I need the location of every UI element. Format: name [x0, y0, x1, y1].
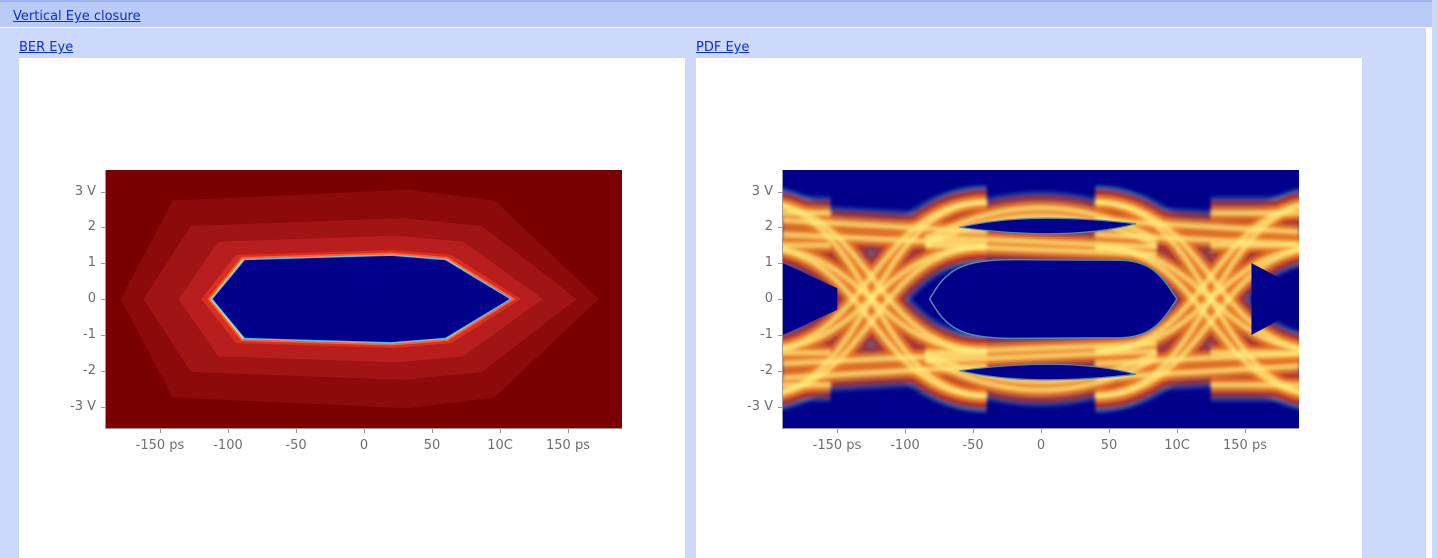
x-tick-label: -50	[962, 438, 984, 453]
pdf-trajectory-high	[925, 242, 1157, 257]
y-tick	[778, 227, 782, 228]
y-tick-label: -2	[760, 363, 773, 378]
y-tick-label: -3 V	[747, 399, 773, 414]
pdf-trajectory-high	[783, 199, 987, 351]
y-tick	[101, 192, 105, 193]
x-tick-label: 10C	[487, 438, 513, 453]
x-tick-label: -50	[285, 438, 307, 453]
pdf-eye-link[interactable]: PDF Eye	[696, 40, 750, 55]
x-tick	[1245, 428, 1246, 433]
x-tick-label: -100	[890, 438, 920, 453]
ber-eye-chart: 3 V 2 1 0 -1 -2 -3 V -150 ps -100 -50 0 50 10C 150 ps	[19, 58, 685, 558]
pdf-trajectory-high	[1095, 232, 1299, 247]
y-tick	[101, 299, 105, 300]
pdf-eye-opening	[928, 258, 1178, 340]
pdf-trajectory-high	[783, 217, 987, 235]
y-tick-label: 2	[764, 219, 773, 234]
pdf-trajectory-high	[1095, 351, 1299, 366]
x-tick-label: 0	[359, 438, 369, 453]
vertical-eye-closure-link[interactable]: Vertical Eye closure	[13, 9, 141, 24]
pdf-trajectory-high	[1095, 217, 1299, 235]
right-separator	[1426, 28, 1432, 558]
y-tick-label: 3 V	[751, 184, 773, 199]
y-tick-label: 1	[764, 255, 773, 270]
y-tick	[778, 407, 782, 408]
x-tick	[160, 428, 161, 433]
x-tick	[905, 428, 906, 433]
pdf-eye-panel: 3 V 2 1 0 -1 -2 -3 V -150 ps -100 -50 0 50 10C 150 ps	[696, 58, 1362, 558]
x-tick-label: 0	[1036, 438, 1046, 453]
y-tick-label: 0	[87, 291, 96, 306]
ber-eye-svg	[106, 170, 622, 428]
x-tick	[1177, 428, 1178, 433]
pdf-trajectory-high	[783, 232, 987, 247]
y-tick-label: -3 V	[70, 399, 96, 414]
x-tick-label: 50	[423, 438, 441, 453]
y-tick	[778, 192, 782, 193]
x-tick-label: 10C	[1164, 438, 1190, 453]
x-tick	[364, 428, 365, 433]
pdf-lower-opening	[959, 363, 1137, 381]
pdf-trajectory-high	[925, 234, 1157, 250]
x-tick	[296, 428, 297, 433]
x-tick	[973, 428, 974, 433]
x-tick	[1041, 428, 1042, 433]
pdf-trajectory-high	[783, 363, 987, 381]
y-tick	[778, 335, 782, 336]
x-tick-label: 150 ps	[546, 438, 590, 453]
ber-eye-opening	[211, 254, 512, 344]
x-tick	[1109, 428, 1110, 433]
x-tick	[432, 428, 433, 433]
x-tick	[568, 428, 569, 433]
y-tick	[101, 263, 105, 264]
y-tick-label: -1	[760, 327, 773, 342]
x-tick	[500, 428, 501, 433]
pdf-trajectory-high	[925, 341, 1157, 356]
x-tick	[837, 428, 838, 433]
x-tick-label: 50	[1100, 438, 1118, 453]
ber-eye-panel: 3 V 2 1 0 -1 -2 -3 V -150 ps -100 -50 0 50 10C 150 ps	[19, 58, 685, 558]
y-axis-line	[105, 170, 106, 428]
x-tick-label: 150 ps	[1223, 438, 1267, 453]
x-tick	[228, 428, 229, 433]
y-tick	[778, 299, 782, 300]
pdf-trajectory-high	[1095, 363, 1299, 381]
y-tick	[101, 227, 105, 228]
pdf-eye-svg	[783, 170, 1299, 428]
y-tick	[101, 407, 105, 408]
y-axis-line	[782, 170, 783, 428]
y-tick-label: 0	[764, 291, 773, 306]
ber-eye-link[interactable]: BER Eye	[19, 40, 74, 55]
y-tick	[778, 263, 782, 264]
header-bar: Vertical Eye closure	[0, 0, 1432, 28]
x-axis-line	[105, 428, 622, 429]
y-tick	[101, 371, 105, 372]
y-tick-label: 3 V	[74, 184, 96, 199]
pdf-right-side-opening	[1251, 263, 1299, 335]
x-tick-label: -100	[213, 438, 243, 453]
y-tick-label: -1	[83, 327, 96, 342]
pdf-upper-opening	[959, 217, 1137, 235]
y-tick-label: -2	[83, 363, 96, 378]
y-tick	[101, 335, 105, 336]
x-tick-label: -150 ps	[135, 438, 185, 453]
x-tick-label: -150 ps	[812, 438, 862, 453]
y-tick-label: 2	[87, 219, 96, 234]
x-axis-line	[782, 428, 1299, 429]
pdf-trajectory-high	[783, 247, 987, 399]
pdf-left-side-opening	[783, 263, 838, 335]
pdf-trajectory-high	[783, 351, 987, 366]
pdf-eye-chart: 3 V 2 1 0 -1 -2 -3 V -150 ps -100 -50 0 50 10C 150 ps	[696, 58, 1362, 558]
y-tick	[778, 371, 782, 372]
pdf-trajectory-high	[925, 348, 1157, 364]
y-tick-label: 1	[87, 255, 96, 270]
